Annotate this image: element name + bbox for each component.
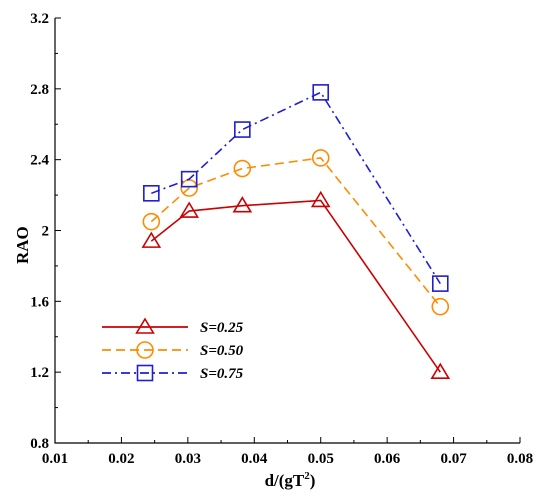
y-axis-title: RAO xyxy=(13,226,32,264)
series-line xyxy=(150,157,441,308)
series-line xyxy=(151,91,441,285)
x-tick-label: 0.08 xyxy=(507,451,533,467)
circle-marker xyxy=(142,212,161,231)
y-tick-label: 0.8 xyxy=(30,436,49,452)
x-tick-label: 0.01 xyxy=(42,451,68,467)
y-tick-label: 3.2 xyxy=(30,11,49,27)
series-2 xyxy=(142,149,450,316)
triangle-marker xyxy=(179,201,199,218)
square-marker xyxy=(143,185,160,202)
circle-marker xyxy=(233,159,252,178)
series-3 xyxy=(143,84,449,292)
x-tick-label: 0.04 xyxy=(241,451,268,467)
x-axis-title: d/(gT2) xyxy=(265,470,316,490)
square-marker xyxy=(180,170,198,188)
y-tick-label: 2.8 xyxy=(30,82,49,98)
circle-marker xyxy=(180,179,198,197)
triangle-marker xyxy=(310,190,331,208)
circle-marker xyxy=(431,297,450,316)
y-tick-label: 1.6 xyxy=(30,294,49,310)
legend-triangle-marker xyxy=(135,317,155,334)
circle-marker xyxy=(311,149,330,167)
x-tick-label: 0.05 xyxy=(308,451,334,467)
triangle-marker xyxy=(232,196,253,213)
triangle-marker xyxy=(430,362,451,379)
legend-item: S=0.25 xyxy=(102,317,244,336)
series-line xyxy=(150,199,441,373)
x-tick-label: 0.07 xyxy=(440,451,467,467)
triangle-marker xyxy=(141,231,162,248)
series-1 xyxy=(141,190,451,379)
legend: S=0.25 S=0.50 S=0.75 xyxy=(102,317,244,382)
legend-label: S=0.25 xyxy=(200,320,244,336)
legend-square-marker xyxy=(136,364,154,382)
y-tick-label: 2.4 xyxy=(30,153,49,169)
legend-circle-marker xyxy=(136,341,154,359)
x-axis: 0.01 0.02 0.03 0.04 0.05 0.06 0.07 0.08 xyxy=(42,437,533,467)
axis-lines xyxy=(54,18,520,444)
plot-area xyxy=(54,18,520,444)
legend-item: S=0.50 xyxy=(102,341,244,359)
legend-item: S=0.75 xyxy=(102,364,244,382)
y-tick-label: 1.2 xyxy=(30,365,49,381)
y-tick-label: 2 xyxy=(42,224,50,240)
legend-label: S=0.75 xyxy=(200,366,244,382)
square-marker xyxy=(234,121,251,138)
square-marker xyxy=(431,275,449,292)
x-tick-label: 0.06 xyxy=(374,451,401,467)
y-axis: 0.8 1.2 1.6 2 2.4 2.8 3.2 xyxy=(30,11,61,452)
square-marker xyxy=(312,84,330,101)
x-tick-label: 0.02 xyxy=(108,451,134,467)
legend-label: S=0.50 xyxy=(200,343,244,359)
x-tick-label: 0.03 xyxy=(175,451,201,467)
series-layer xyxy=(141,84,451,379)
